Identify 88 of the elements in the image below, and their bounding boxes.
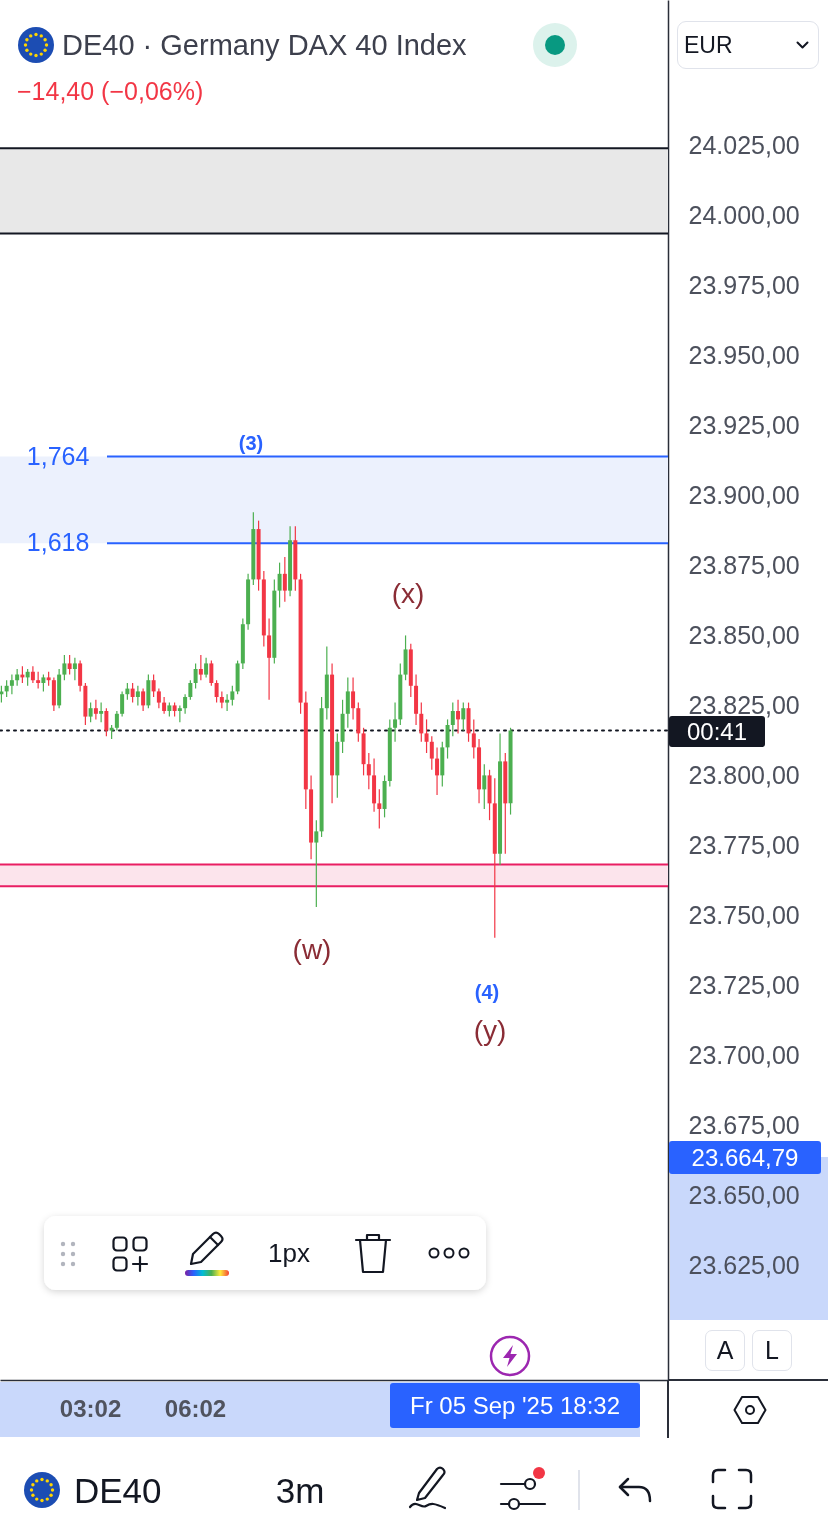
- annotation: (4): [474, 981, 500, 1003]
- candlestick: [377, 788, 382, 830]
- candlestick: [130, 682, 135, 704]
- candlestick: [429, 735, 434, 771]
- toolbar: 1px: [44, 1216, 486, 1290]
- y-tick-label: 23.775,00: [688, 830, 800, 859]
- candlestick: [424, 718, 429, 754]
- candlestick: [209, 660, 214, 687]
- candlestick: [151, 674, 156, 698]
- candlestick: [72, 657, 77, 681]
- candlestick: [135, 685, 140, 706]
- candlestick: [450, 702, 455, 737]
- candlestick: [193, 662, 198, 690]
- candlestick: [93, 699, 98, 720]
- text: 3m: [275, 1470, 325, 1510]
- date-tag: Fr 05 Sep '25 18:32: [390, 1383, 640, 1428]
- candlestick: [456, 699, 461, 734]
- text: DE40 · Germany DAX 40 Index: [62, 28, 467, 61]
- y-tick-label: 23.625,00: [688, 1250, 800, 1279]
- candlestick: [188, 679, 193, 701]
- candlestick: [15, 668, 20, 687]
- candlestick: [62, 654, 67, 681]
- text: DE40: [74, 1470, 162, 1510]
- y-tick-label: 24.025,00: [688, 131, 800, 160]
- candlestick: [114, 710, 119, 732]
- candlestick: [36, 671, 41, 690]
- candlestick: [435, 746, 440, 796]
- candlestick: [88, 702, 93, 723]
- candlestick: [267, 618, 272, 701]
- candlestick: [393, 702, 398, 743]
- y-tick-label: 23.800,00: [688, 760, 800, 789]
- y-tick-label: 23.700,00: [688, 1040, 800, 1069]
- candlestick: [198, 654, 203, 681]
- candlestick: [183, 693, 188, 715]
- annotation: (y): [473, 1015, 507, 1046]
- y-tick-label: 23.825,00: [688, 690, 800, 719]
- candlestick: [445, 718, 450, 760]
- y-tick-label: 23.975,00: [688, 271, 800, 300]
- candlestick: [482, 763, 487, 810]
- y-tick-label: 23.950,00: [688, 341, 800, 369]
- annotation: 1,618: [26, 528, 90, 557]
- candlestick: [314, 819, 319, 908]
- candlestick: [345, 676, 350, 729]
- y-tick-label: 23.750,00: [688, 900, 800, 929]
- text: −14,40 (−0,06%): [17, 76, 204, 105]
- y-tick-label: 23.850,00: [688, 620, 800, 649]
- candlestick: [141, 688, 146, 712]
- y-tick-label: 23.875,00: [688, 550, 800, 579]
- y-tick-label: 23.725,00: [688, 970, 800, 999]
- candlestick: [204, 657, 209, 678]
- candlestick: [219, 690, 224, 709]
- annotation: (3): [238, 432, 264, 454]
- candlestick: [351, 676, 356, 720]
- y-tick-label: 23.900,00: [688, 480, 800, 509]
- candlestick: [104, 707, 109, 737]
- candlestick: [156, 688, 161, 709]
- candlestick: [99, 702, 104, 723]
- price-tag: 23.664,79: [669, 1141, 821, 1174]
- candlestick: [162, 696, 167, 715]
- candlestick: [9, 674, 14, 695]
- candlestick: [419, 702, 424, 743]
- annotation: 1px: [268, 1238, 310, 1268]
- candlestick: [78, 660, 83, 692]
- x-tick-label: 03:02: [59, 1394, 122, 1422]
- candlestick: [30, 665, 35, 684]
- button: L: [752, 1330, 792, 1371]
- candlestick: [366, 752, 371, 790]
- candlestick: [120, 690, 125, 718]
- candlestick: [214, 679, 219, 704]
- y-tick-label: 24.000,00: [688, 201, 800, 230]
- candlestick: [177, 704, 182, 723]
- dropdown: EUR: [677, 21, 819, 69]
- button: A: [705, 1330, 745, 1371]
- x-tick-label: 06:02: [164, 1394, 227, 1422]
- y-tick-label: 23.650,00: [688, 1180, 800, 1209]
- annotation: (w): [292, 934, 332, 965]
- candlestick: [461, 702, 466, 732]
- candlestick: [277, 562, 282, 609]
- annotation: 1,764: [26, 441, 90, 470]
- y-tick-label: 23.675,00: [688, 1110, 800, 1139]
- candlestick: [471, 718, 476, 760]
- y-tick-label: 23.925,00: [688, 410, 800, 439]
- annotation: (x): [391, 578, 425, 609]
- candlestick: [67, 654, 72, 676]
- candlestick: [225, 693, 230, 712]
- candlestick: [282, 556, 287, 603]
- price-tag: 00:41: [669, 716, 765, 747]
- candlestick: [230, 685, 235, 706]
